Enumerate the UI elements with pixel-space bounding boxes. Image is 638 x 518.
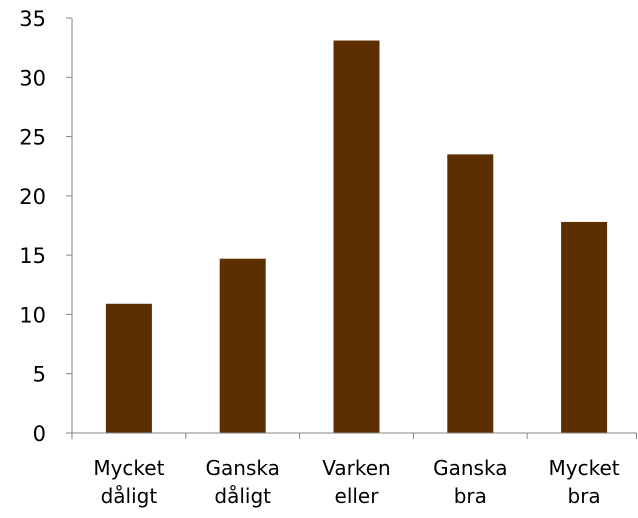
x-category-label-1-line-2: dåligt (101, 484, 158, 508)
x-category-label-1: Mycket dåligt (93, 456, 164, 508)
x-category-label-4-line-1: Ganska (433, 456, 507, 480)
y-tick-label-15: 15 (19, 244, 46, 268)
y-tick-label-35: 35 (19, 7, 46, 31)
x-axis-labels: Mycket dåligt Ganska dåligt Varken eller Gansk… (93, 456, 619, 508)
y-tick-label-20: 20 (19, 185, 46, 209)
x-category-label-2-line-2: dåligt (214, 484, 271, 508)
bars (105, 40, 608, 434)
x-category-label-2: Ganska dåligt (206, 456, 280, 508)
axes (71, 18, 637, 439)
y-tick-label-25: 25 (19, 126, 46, 150)
x-category-label-5-line-1: Mycket (549, 456, 620, 480)
x-category-label-2-line-1: Ganska (206, 456, 280, 480)
bar-4 (447, 154, 494, 433)
x-category-label-3-line-2: eller (335, 484, 380, 508)
y-tick-label-10: 10 (19, 303, 46, 327)
y-tick-label-5: 5 (33, 363, 46, 387)
x-category-label-3: Varken eller (322, 456, 390, 508)
bar-1 (105, 303, 152, 433)
bar-3 (333, 40, 380, 434)
x-category-label-5: Mycket bra (549, 456, 620, 508)
x-category-label-3-line-1: Varken (322, 456, 390, 480)
x-category-label-4: Ganska bra (433, 456, 507, 508)
x-category-label-1-line-1: Mycket (93, 456, 164, 480)
bar-2 (219, 258, 266, 433)
y-axis-ticks: 0 5 10 15 20 25 30 35 (19, 7, 72, 446)
x-category-label-4-line-2: bra (454, 484, 487, 508)
bar-5 (561, 221, 608, 433)
y-tick-label-0: 0 (33, 422, 46, 446)
y-tick-label-30: 30 (19, 66, 46, 90)
x-category-label-5-line-2: bra (568, 484, 601, 508)
